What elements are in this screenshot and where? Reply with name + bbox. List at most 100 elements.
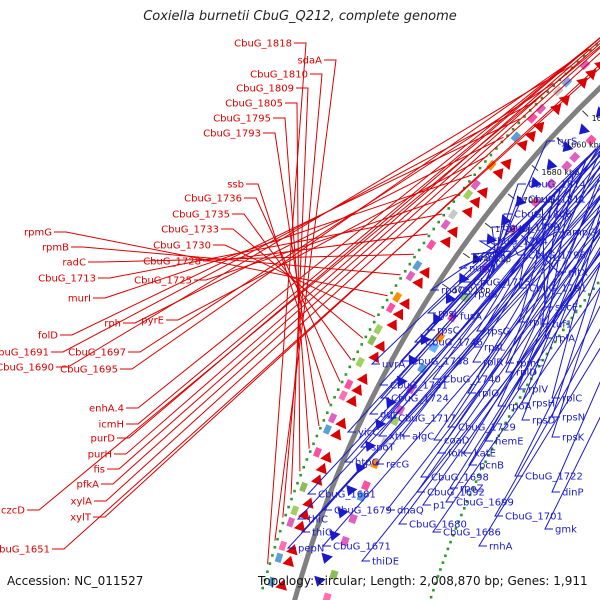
left-label-line (221, 228, 364, 339)
gc-dot (385, 298, 389, 302)
gc-dot (439, 568, 442, 571)
cog-box-outer (462, 189, 474, 200)
gc-dot (534, 102, 538, 106)
right-label-line (478, 347, 600, 547)
left-label-line (128, 82, 554, 353)
left-gene-label: murI (68, 294, 91, 305)
right-gene-label: rplC (562, 394, 582, 405)
cog-box-outer (338, 390, 348, 401)
gc-dot (333, 396, 336, 399)
gc-dot (442, 213, 445, 217)
forward-gene (516, 140, 528, 152)
right-label-line (343, 172, 600, 463)
right-label-line (521, 220, 600, 421)
gc-dot (432, 227, 435, 231)
gc-dot (399, 277, 402, 280)
cog-box-inner (322, 592, 332, 600)
left-label-line (52, 67, 600, 550)
cog-box-outer (385, 302, 396, 314)
gc-dot (553, 340, 557, 344)
cog-box-inner (585, 134, 597, 146)
right-label-line (346, 155, 600, 433)
gc-dot (468, 180, 471, 183)
left-label-line (117, 37, 600, 439)
reverse-gene (472, 252, 484, 265)
left-gene-label: CbuG_1695 (60, 365, 118, 376)
right-gene-label: spoT (371, 443, 396, 454)
left-label-line (60, 118, 520, 336)
right-gene-label: rpoZ (460, 484, 484, 495)
right-label-line (370, 152, 592, 365)
right-label-line (505, 158, 588, 364)
left-gene-label: purD (91, 434, 116, 445)
right-gene-label: CbuG_1738 (411, 357, 469, 368)
gc-dot (299, 473, 302, 477)
forward-gene (594, 61, 600, 70)
cog-box-outer (373, 323, 383, 335)
right-gene-label: CbuG_1731 (390, 381, 448, 392)
forward-gene (461, 206, 473, 219)
forward-gene (368, 351, 379, 364)
reverse-gene (397, 375, 408, 387)
cog-box-outer (527, 112, 538, 124)
gc-dot (276, 537, 279, 541)
right-label-line (468, 246, 600, 466)
right-label-line (521, 204, 600, 404)
right-gene-label: CbuG_1814 (528, 180, 586, 191)
forward-gene (356, 373, 368, 385)
forward-gene (293, 520, 306, 532)
gc-dot (377, 313, 380, 316)
right-gene-label: CbuG_1729 (458, 423, 516, 434)
forward-gene (386, 319, 397, 331)
scale-label: 1640 kbp (592, 114, 600, 123)
gc-dot (381, 306, 385, 309)
right-label-line (400, 175, 600, 437)
gc-dot (506, 134, 509, 137)
reverse-gene (546, 158, 558, 170)
gc-dot (589, 49, 592, 52)
forward-gene (585, 69, 597, 81)
right-gene-label: rpsK (562, 433, 585, 444)
gc-dot (473, 173, 476, 176)
left-label-line (94, 52, 600, 502)
gc-dot (463, 507, 466, 510)
cog-box-outer (290, 505, 300, 516)
right-gene-label: dut (380, 410, 397, 421)
gc-dot (452, 200, 456, 203)
gc-dot (570, 316, 574, 320)
right-label-line (448, 198, 552, 317)
gc-dot (413, 255, 416, 259)
cog-box-outer (405, 270, 416, 282)
left-label-line (126, 37, 600, 409)
gc-dot (582, 54, 586, 58)
reverse-gene (579, 123, 590, 135)
right-gene-label: gltX (568, 268, 588, 279)
right-gene-label: CbuG_1724 (391, 394, 449, 405)
right-gene-label: tyrS (557, 137, 577, 148)
right-label-line (426, 203, 548, 314)
right-label-line (433, 197, 600, 441)
reverse-gene (386, 397, 397, 409)
right-label-line (300, 204, 600, 533)
gc-dot (446, 547, 450, 551)
cog-box-inner (340, 535, 350, 547)
right-label-line (413, 167, 579, 343)
gc-dot (261, 586, 264, 590)
left-gene-label: CbuG_1690 (0, 363, 54, 374)
right-gene-label: CbuG_1811 (528, 195, 586, 206)
left-gene-label: CbuG_1736 (184, 194, 242, 205)
left-gene-label: radC (62, 258, 86, 269)
cog-box-inner (530, 196, 542, 208)
gc-dot (302, 466, 305, 469)
gc-dot (562, 328, 565, 332)
gc-dot (533, 371, 537, 374)
gc-dot (471, 486, 475, 490)
gc-dot (484, 160, 487, 163)
right-gene-label: nusG (469, 264, 495, 275)
left-gene-label: folD (38, 331, 58, 342)
cog-box-outer (327, 412, 338, 424)
gc-dot (583, 299, 587, 302)
forward-gene (492, 168, 504, 180)
gc-dot (504, 421, 507, 425)
scale-tick (582, 110, 589, 117)
